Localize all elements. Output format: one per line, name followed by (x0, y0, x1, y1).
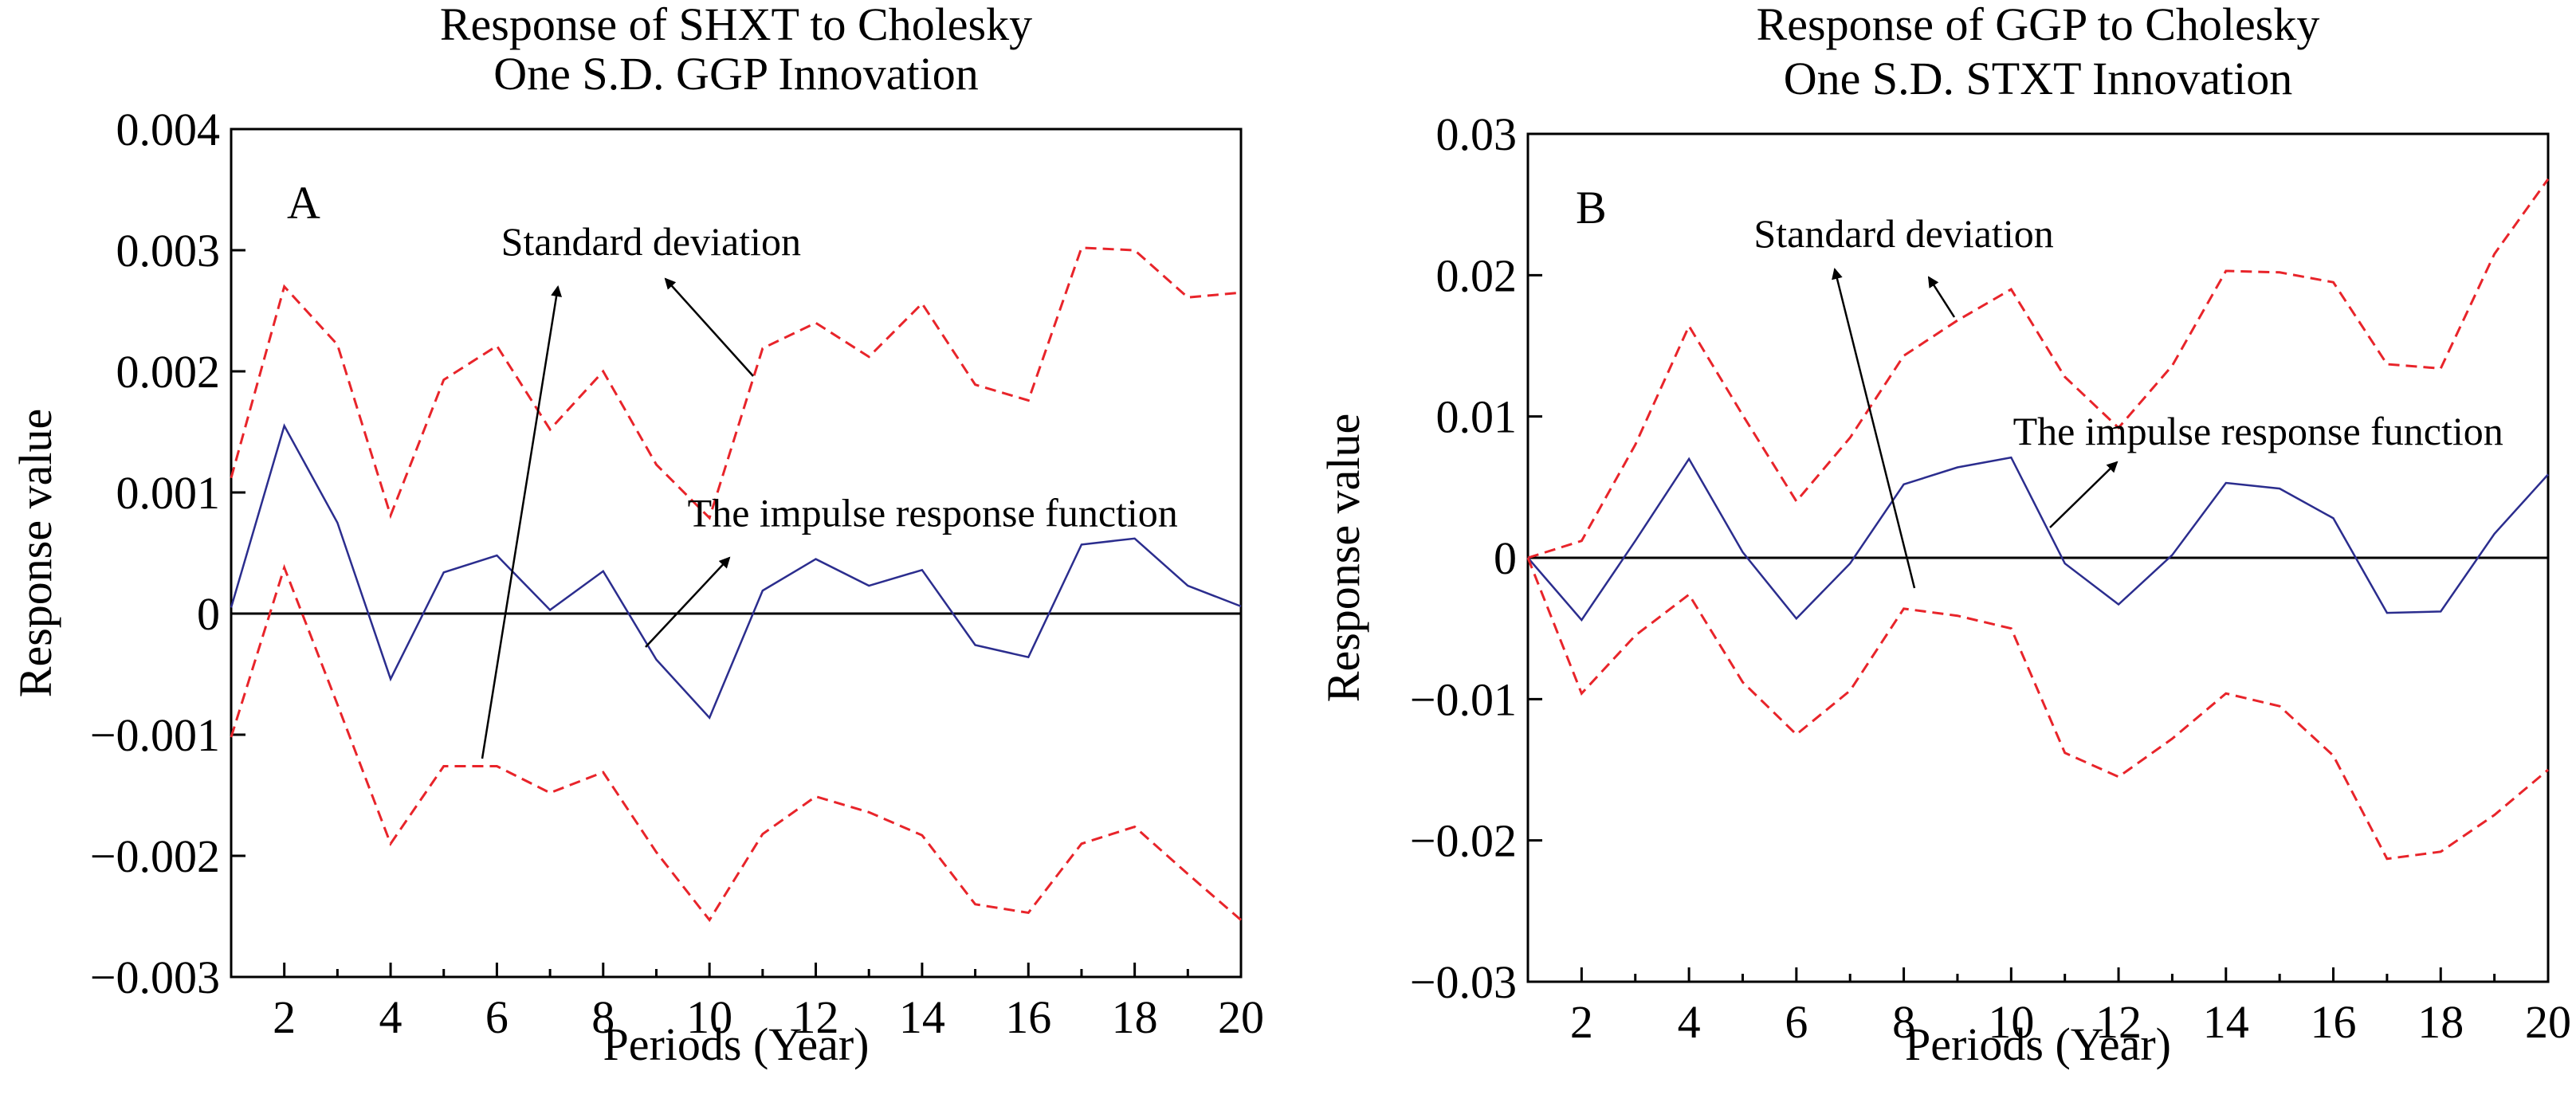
annotation-impulse-response: The impulse response function (688, 491, 1178, 535)
x-tick-label: 4 (379, 991, 402, 1043)
y-tick-label: −0.001 (90, 709, 220, 761)
annotation-arrow (2049, 461, 2119, 528)
y-axis-label: Response value (10, 409, 61, 697)
annotation-impulse-response: The impulse response function (2013, 409, 2503, 453)
x-tick-label: 10 (1988, 996, 2034, 1048)
y-tick-label: 0.01 (1436, 391, 1518, 443)
x-axis-label: Periods (Year) (1905, 1018, 2171, 1070)
x-tick-label: 8 (1892, 996, 1915, 1048)
chart-title-line-2: One S.D. GGP Innovation (493, 48, 978, 100)
series-line-upper (230, 246, 1242, 520)
x-tick-label: 16 (1005, 991, 1051, 1043)
y-axis-label: Response value (1317, 414, 1369, 702)
y-tick-label: −0.03 (1410, 956, 1517, 1008)
chart-title-line-2: One S.D. STXT Innovation (1784, 53, 2293, 104)
annotation-arrow (664, 277, 754, 377)
y-tick-label: 0 (1494, 532, 1517, 584)
y-tick-label: −0.02 (1410, 815, 1517, 867)
series-line-irf (230, 423, 1242, 720)
y-tick-label: 0.03 (1436, 108, 1518, 160)
x-tick-label: 14 (2203, 996, 2249, 1048)
series-line-irf (1527, 456, 2549, 622)
x-tick-label: 20 (1218, 991, 1264, 1043)
x-tick-label: 6 (485, 991, 509, 1043)
y-tick-label: −0.002 (90, 830, 220, 882)
x-tick-label: 14 (899, 991, 945, 1043)
x-tick-label: 6 (1785, 996, 1808, 1048)
chart-title-line-1: Response of SHXT to Cholesky (440, 0, 1032, 50)
y-tick-label: 0.003 (116, 225, 221, 277)
panel-letter: A (287, 177, 320, 229)
x-tick-label: 16 (2311, 996, 2357, 1048)
y-tick-label: −0.003 (90, 951, 220, 1003)
x-tick-label: 12 (793, 991, 839, 1043)
annotation-arrow (1927, 276, 1956, 318)
x-tick-label: 18 (1112, 991, 1158, 1043)
x-tick-label: 12 (2095, 996, 2142, 1048)
annotation-arrow (1832, 268, 1916, 589)
series-line-lower (230, 563, 1242, 923)
annotation-standard-deviation: Standard deviation (501, 219, 801, 264)
x-tick-label: 2 (1570, 996, 1593, 1048)
series-line-upper (1527, 178, 2550, 559)
x-tick-label: 20 (2525, 996, 2571, 1048)
series-line-lower (1526, 557, 2549, 861)
y-tick-label: 0.002 (116, 346, 221, 398)
x-tick-label: 18 (2417, 996, 2464, 1048)
annotation-arrow (645, 556, 731, 648)
x-tick-label: 2 (273, 991, 296, 1043)
annotation-standard-deviation: Standard deviation (1753, 211, 2053, 256)
y-tick-label: 0.001 (116, 467, 221, 519)
x-tick-label: 8 (591, 991, 615, 1043)
y-tick-label: 0.02 (1436, 249, 1518, 301)
x-axis-label: Periods (Year) (603, 1018, 869, 1070)
annotation-arrow (481, 285, 563, 759)
panel-letter: B (1576, 182, 1607, 233)
y-tick-label: −0.01 (1410, 673, 1517, 725)
x-tick-label: 10 (686, 991, 732, 1043)
plot-frame (230, 127, 1243, 979)
y-tick-label: 0 (197, 588, 220, 640)
y-tick-label: 0.004 (116, 104, 221, 155)
chart-panel-b: Response of GGP to Cholesky One S.D. STX… (1317, 0, 2571, 1070)
chart-panel-a: Response of SHXT to Cholesky One S.D. GG… (10, 0, 1264, 1070)
chart-title-line-1: Response of GGP to Cholesky (1757, 0, 2320, 50)
x-tick-label: 4 (1678, 996, 1701, 1048)
